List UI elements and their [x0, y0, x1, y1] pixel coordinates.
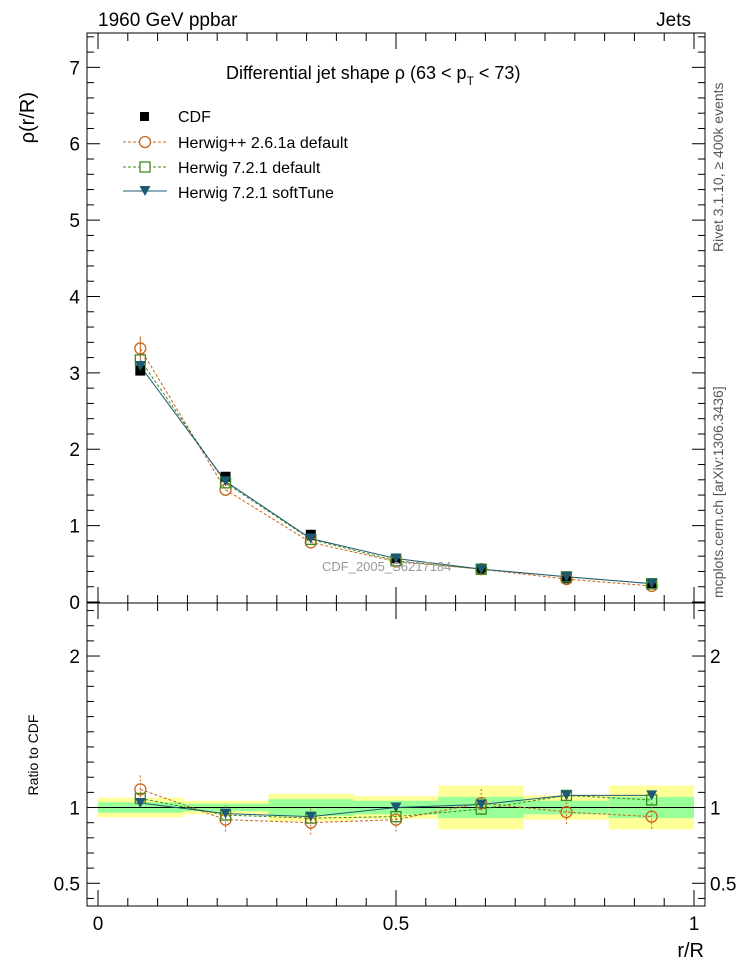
legend: CDF Herwig++ 2.6.1a default Herwig 7.2.1…: [123, 109, 348, 202]
main-point-herwig-7-2-1-softtune: [560, 571, 572, 582]
main-title-end: < 73): [474, 63, 521, 83]
ratio-point-herwig-7-2-1-softtune: [305, 811, 317, 822]
ratio-point-herwig-2-6-1a-default: [560, 805, 573, 819]
ratio-y-tick-label-right: 0.5: [710, 874, 736, 895]
x-tick-label: 0: [93, 914, 104, 935]
legend-marker-herwigpp: [138, 135, 152, 149]
ratio-y-axis-label: Ratio to CDF: [25, 715, 41, 796]
ratio-point-herwig-7-2-1-softtune: [475, 799, 487, 810]
main-y-tick-label: 3: [69, 364, 80, 385]
x-tick-label: 0.5: [383, 914, 409, 935]
legend-marker-cdf: [140, 112, 149, 121]
legend-label-herwig7-softtune: Herwig 7.2.1 softTune: [178, 185, 334, 202]
main-series-points: [134, 336, 658, 593]
ratio-y-tick-label-left: 1: [69, 799, 80, 820]
legend-label-herwigpp: Herwig++ 2.6.1a default: [178, 135, 348, 152]
main-title-text: Differential jet shape ρ (63 < p: [226, 63, 467, 83]
main-point-herwig-7-2-1-softtune: [220, 476, 232, 487]
main-y-tick-label: 6: [69, 135, 80, 156]
legend-marker-herwig7-default: [139, 161, 151, 173]
ratio-axis-ticks: 0.5 0.5 1 1 2 2 0 0.5 1: [54, 603, 736, 935]
ratio-series-points: [134, 775, 658, 837]
x-axis-label: r/R: [677, 940, 704, 962]
x-tick-label: 1: [689, 914, 700, 935]
mcplots-label: mcplots.cern.ch [arXiv:1306.3436]: [710, 386, 726, 598]
ratio-point-herwig-7-2-1-softtune: [220, 808, 232, 819]
legend-entry-herwig7-softtune: Herwig 7.2.1 softTune: [123, 185, 334, 202]
main-point-herwig-2-6-1a-default: [134, 342, 147, 355]
ratio-point-herwig-2-6-1a-default: [134, 783, 147, 796]
main-y-axis-label: ρ(r/R): [17, 92, 39, 143]
main-point-herwig-7-2-1-softtune: [475, 564, 487, 575]
main-line-herwig-2-6-1a-default: [139, 348, 652, 587]
legend-marker-herwig7-softtune: [139, 186, 151, 196]
main-y-tick-label: 2: [69, 440, 80, 461]
main-point-herwig-7-2-1-softtune: [305, 533, 317, 544]
header-right: Jets: [656, 10, 691, 31]
legend-entry-cdf: CDF: [140, 109, 211, 126]
main-y-tick-label: 7: [69, 58, 80, 79]
ratio-point-herwig-7-2-1-softtune: [390, 802, 402, 813]
ratio-y-tick-label-left: 2: [69, 647, 80, 668]
ratio-y-tick-label-right: 1: [710, 799, 721, 820]
ratio-point-herwig-2-6-1a-default: [645, 810, 658, 823]
legend-label-herwig7-default: Herwig 7.2.1 default: [178, 160, 321, 177]
legend-label-cdf: CDF: [178, 109, 211, 126]
rivet-label: Rivet 3.1.10, ≥ 400k events: [710, 82, 726, 252]
ratio-frame: [86, 602, 706, 907]
main-y-tick-label: 0: [69, 593, 80, 614]
header-left: 1960 GeV ppbar: [98, 10, 238, 31]
main-panel: 0 1 2 3 4 5 6 7 Differential jet shape ρ (63 < …: [17, 32, 706, 614]
legend-entry-herwig7-default: Herwig 7.2.1 default: [123, 160, 321, 177]
ratio-y-tick-label-right: 2: [710, 647, 721, 668]
ratio-y-tick-label-left: 0.5: [54, 874, 80, 895]
main-series-lines: [139, 348, 652, 587]
main-y-tick-label: 1: [69, 517, 80, 538]
ratio-point-herwig-7-2-1-softtune: [560, 790, 572, 801]
ratio-point-herwig-7-2-1-softtune: [646, 790, 658, 801]
ratio-bands: [98, 785, 694, 830]
main-y-tick-label: 5: [69, 211, 80, 232]
main-axis-ticks: 0 1 2 3 4 5 6 7: [69, 33, 705, 614]
ratio-panel: 0.5 0.5 1 1 2 2 0 0.5 1 Ratio to CDF r/R: [25, 602, 736, 962]
main-y-tick-label: 4: [69, 287, 80, 308]
main-point-herwig-7-2-1-softtune: [390, 553, 402, 564]
legend-entry-herwigpp: Herwig++ 2.6.1a default: [123, 135, 348, 152]
main-line-herwig-7-2-1-default: [139, 359, 652, 585]
main-title: Differential jet shape ρ (63 < pT < 73): [226, 63, 520, 88]
main-title-subscript: T: [467, 74, 475, 88]
watermark: CDF_2005_S6217184: [322, 559, 451, 574]
main-point-herwig-7-2-1-softtune: [646, 578, 658, 589]
ratio-point-herwig-7-2-1-softtune: [134, 797, 146, 808]
main-point-herwig-7-2-1-softtune: [134, 360, 146, 371]
